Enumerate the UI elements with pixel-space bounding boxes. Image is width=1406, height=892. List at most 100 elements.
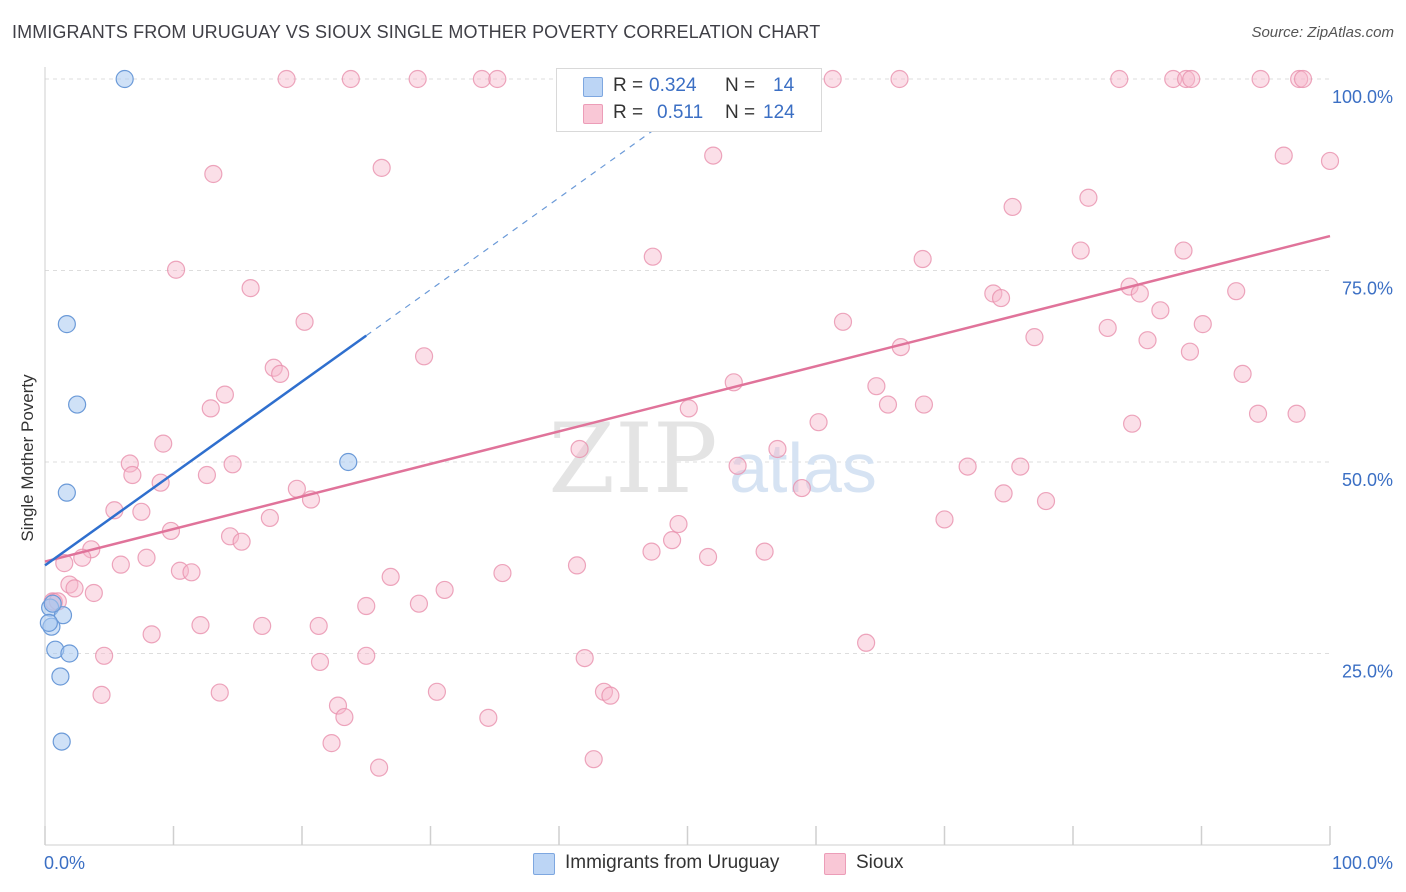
uruguay-swatch	[583, 77, 603, 97]
sioux-point	[1180, 342, 1200, 361]
uruguay-trendline	[44, 334, 367, 567]
uruguay-points	[39, 69, 358, 751]
sioux-point	[84, 583, 103, 603]
sioux-point	[1011, 457, 1030, 476]
sioux-point	[584, 750, 603, 769]
legend-n-value: 124	[763, 102, 795, 123]
uruguay-point	[51, 667, 70, 686]
sioux-point	[878, 395, 898, 414]
sioux-point	[1251, 69, 1270, 89]
sioux-point	[132, 502, 151, 521]
sioux-point	[408, 69, 427, 89]
uruguay-trendline-extension	[365, 105, 688, 337]
y-tick-label: 50.0%	[1342, 470, 1393, 490]
sioux-point	[1293, 69, 1313, 89]
sioux-point	[277, 69, 296, 89]
sioux-point	[182, 563, 201, 582]
sioux-point	[833, 312, 853, 331]
sioux-point	[1174, 241, 1193, 260]
sioux-point	[704, 146, 723, 165]
uruguay-point	[39, 613, 58, 632]
source-credit: Source: ZipAtlas.com	[1251, 24, 1394, 41]
sioux-point	[1003, 197, 1022, 217]
uruguay-point	[57, 315, 76, 334]
sioux-point	[823, 69, 842, 89]
gridlines	[45, 78, 1330, 654]
sioux-point	[123, 465, 142, 485]
trendlines	[44, 105, 1331, 567]
sioux-point	[210, 683, 229, 702]
sioux-point	[120, 454, 139, 473]
sioux-point	[1176, 69, 1196, 89]
sioux-point	[271, 364, 290, 384]
sioux-legend-label: Sioux	[856, 852, 904, 873]
sioux-point	[991, 288, 1011, 308]
sioux-point	[357, 596, 376, 616]
sioux-point	[1123, 414, 1142, 433]
legend-n-value: 14	[773, 75, 795, 96]
sioux-point	[935, 510, 954, 529]
sioux-point	[669, 514, 688, 534]
sioux-point	[435, 580, 454, 600]
sioux-point	[92, 685, 111, 704]
legend-r-value: 0.324	[649, 75, 697, 96]
legend-n-label: N =	[725, 75, 756, 96]
sioux-point	[601, 686, 620, 705]
sioux-point	[1110, 69, 1129, 89]
y-tick-label: 100.0%	[1332, 87, 1393, 107]
sioux-point	[768, 439, 787, 459]
sioux-point	[792, 478, 811, 498]
sioux-point	[260, 508, 279, 528]
sioux-point	[1193, 315, 1212, 334]
sioux-point	[488, 69, 507, 89]
y-tick-label: 25.0%	[1342, 662, 1393, 682]
sioux-point	[111, 555, 130, 574]
legend-r-label: R =	[613, 102, 644, 123]
sioux-trendline	[44, 234, 1331, 563]
sioux-point	[1287, 404, 1306, 423]
watermark-atlas: atlas	[729, 429, 877, 507]
sioux-point	[328, 696, 348, 715]
sioux-point	[137, 548, 156, 567]
sioux-point	[322, 734, 341, 753]
sioux-point	[679, 399, 698, 418]
uruguay-point	[60, 644, 79, 663]
x-tick-label: 0.0%	[44, 853, 85, 873]
uruguay-point	[43, 594, 62, 613]
y-tick-label: 75.0%	[1342, 279, 1393, 299]
sioux-point	[223, 455, 242, 474]
sioux-point	[65, 579, 84, 598]
sioux-point	[357, 646, 376, 665]
sioux-point	[755, 542, 774, 561]
legend-r-value: 0.511	[657, 102, 704, 123]
sioux-point	[166, 260, 186, 279]
sioux-point	[1151, 301, 1170, 320]
sioux-point	[232, 532, 251, 551]
sioux-point	[1320, 151, 1340, 171]
sioux-point	[913, 249, 932, 269]
sioux-point	[372, 158, 391, 177]
sioux-point	[472, 69, 491, 89]
sioux-point	[309, 616, 328, 636]
uruguay-point	[115, 69, 134, 89]
sioux-point	[381, 567, 400, 587]
legend-r-label: R =	[613, 75, 644, 96]
sioux-point	[1248, 404, 1268, 423]
sioux-point	[335, 707, 354, 727]
sioux-point	[857, 633, 876, 652]
sioux-point	[204, 164, 223, 184]
sioux-point	[890, 69, 909, 89]
sioux-point	[241, 279, 260, 298]
tick-labels: 25.0% 50.0% 75.0% 100.0% 0.0% 100.0%	[44, 87, 1393, 873]
watermark-zip: ZIP	[548, 403, 717, 515]
sioux-point	[479, 708, 498, 727]
uruguay-legend-swatch	[533, 853, 555, 875]
sioux-point	[567, 556, 587, 575]
sioux-point	[643, 247, 662, 266]
sioux-point	[570, 439, 589, 459]
sioux-point	[142, 625, 161, 644]
sioux-point	[220, 527, 240, 546]
sioux-point	[170, 561, 190, 580]
sioux-point	[1130, 284, 1149, 303]
